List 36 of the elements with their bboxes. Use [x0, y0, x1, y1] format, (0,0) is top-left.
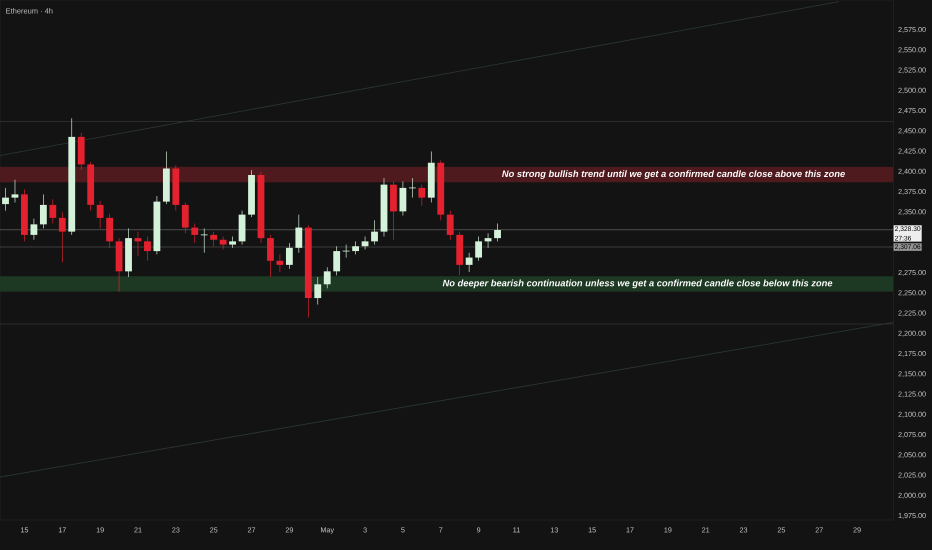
candlestick: [466, 252, 473, 272]
candlestick: [324, 266, 331, 289]
candlestick: [182, 202, 189, 234]
candlestick: [342, 244, 350, 258]
candlestick: [295, 214, 302, 254]
candlestick: [400, 181, 406, 216]
candlestick: [220, 236, 227, 250]
candlestick: [333, 246, 340, 276]
candlestick: [30, 218, 38, 240]
candlestick: [314, 276, 322, 305]
candlestick: [418, 184, 426, 206]
candlestick: [408, 178, 416, 198]
candlestick: [446, 210, 454, 240]
candlestick: [2, 188, 9, 211]
candlestick: [352, 241, 360, 255]
candlestick: [475, 236, 482, 262]
candlestick: [494, 223, 501, 242]
candlestick: [144, 236, 151, 262]
candlestick: [40, 194, 47, 229]
candlestick: [276, 254, 284, 272]
candlestick: [267, 234, 274, 278]
candlestick: [200, 228, 208, 254]
candlestick: [134, 231, 142, 256]
annotation: No strong bullish trend until we get a confirmed candle close above this zone: [502, 170, 845, 179]
candlestick: [371, 220, 378, 245]
candlestick: [49, 198, 56, 224]
annotation: No deeper bearish continuation unless we get a confirmed candle close below this zone: [442, 280, 832, 288]
candlestick: [362, 236, 368, 250]
candlestick: [96, 200, 104, 229]
candlestick: [191, 223, 198, 244]
candlestick: [484, 232, 492, 248]
candlestick: [58, 212, 66, 263]
candlestick: [12, 179, 18, 203]
candlestick: [286, 242, 293, 270]
candlestick: [229, 236, 236, 248]
candlestick: [106, 213, 114, 248]
